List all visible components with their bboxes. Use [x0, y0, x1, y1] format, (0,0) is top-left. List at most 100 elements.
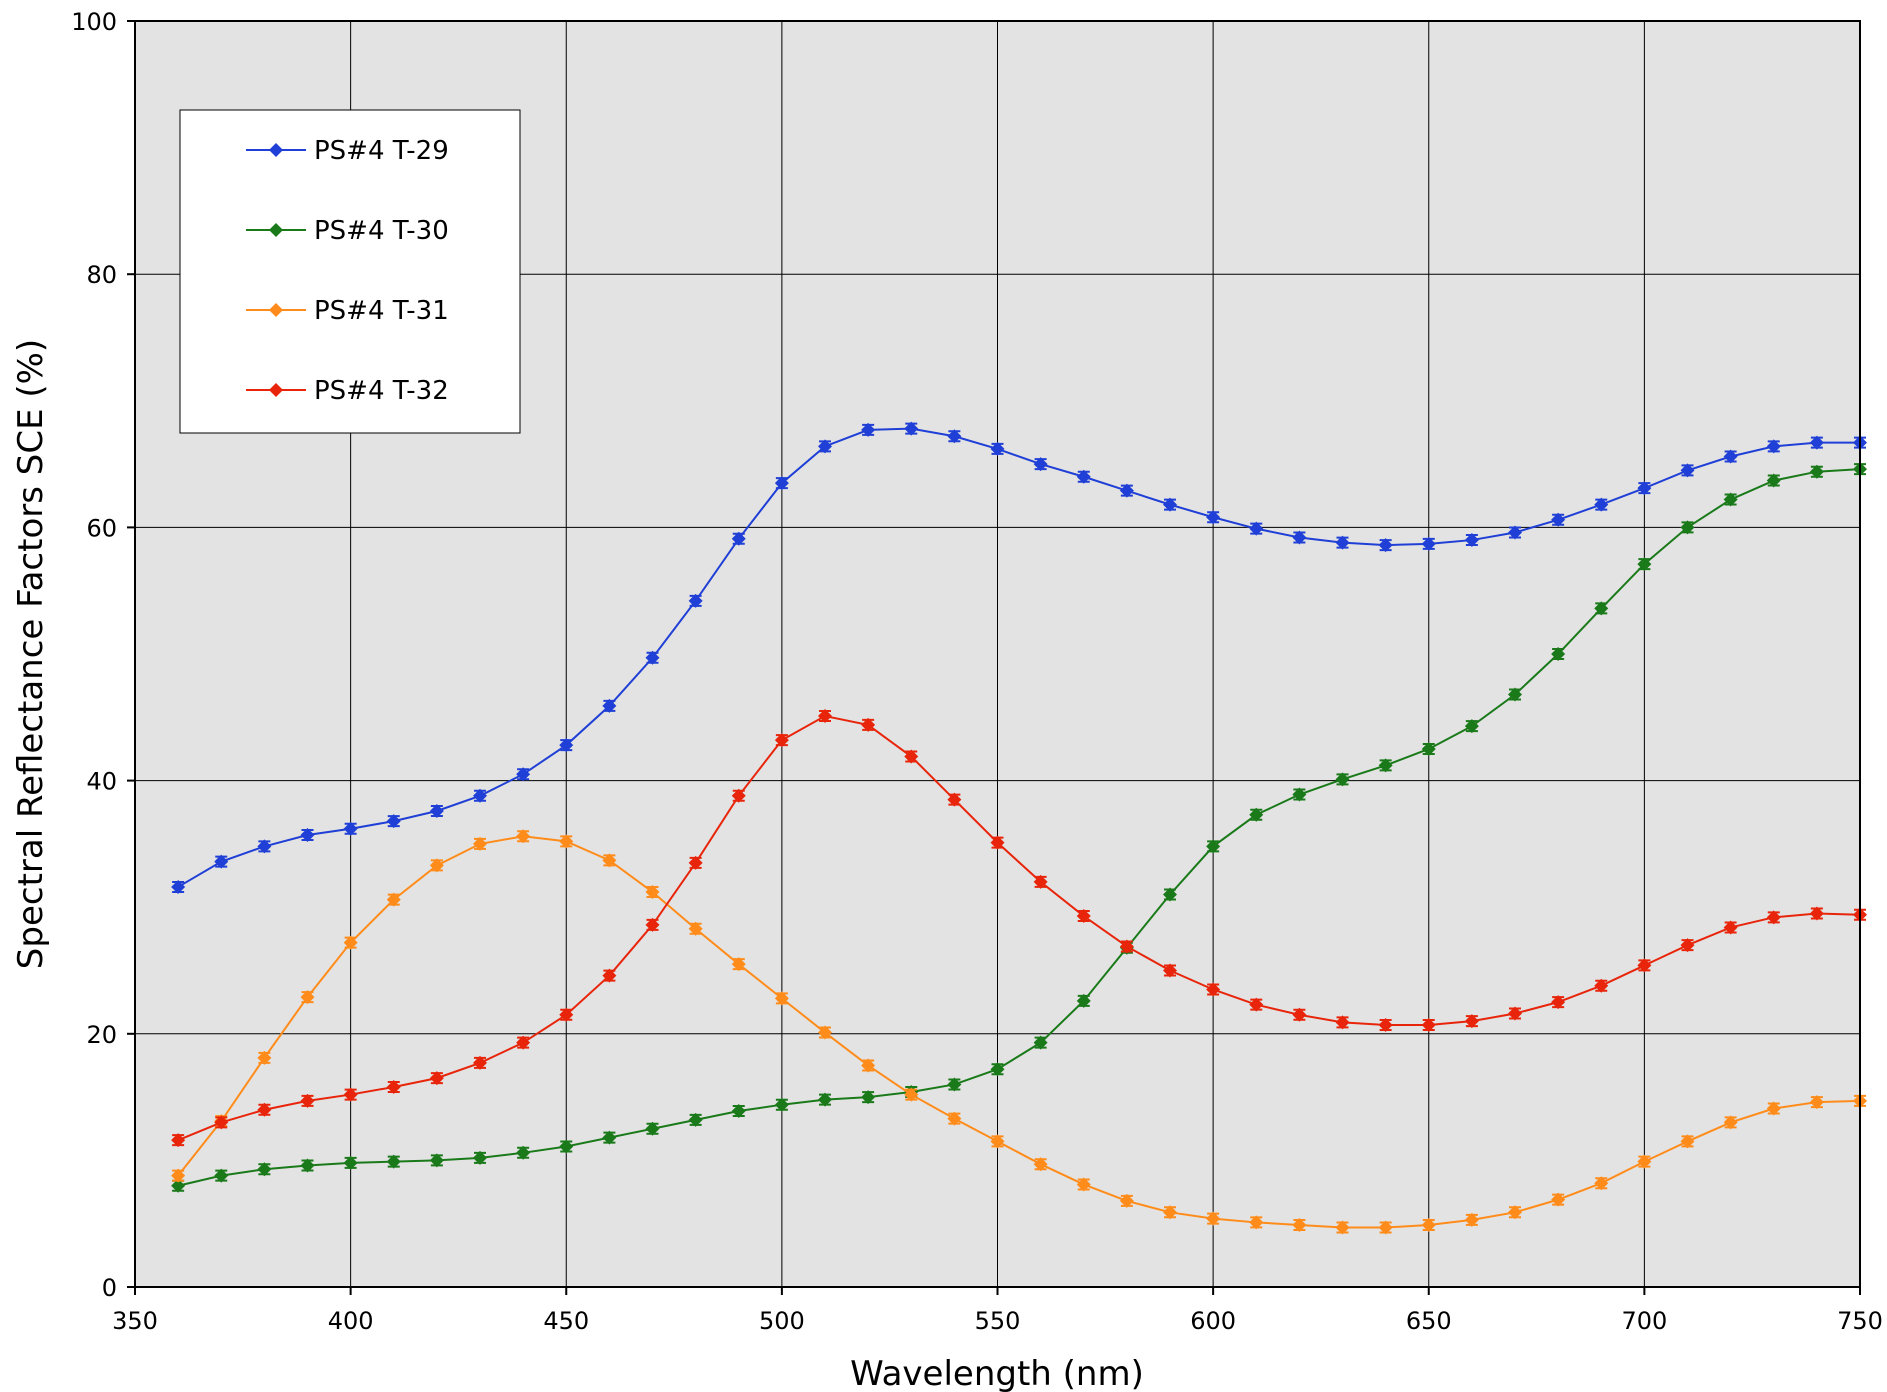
data-point [1249, 521, 1264, 536]
series-2 [171, 462, 1867, 1193]
data-point [559, 834, 574, 849]
data-point [1637, 557, 1652, 572]
data-point [516, 829, 531, 844]
x-tick-label: 750 [1837, 1307, 1883, 1335]
data-point [1119, 1193, 1134, 1208]
series-1 [171, 421, 1867, 894]
data-point [214, 854, 229, 869]
data-point [774, 991, 789, 1006]
data-point [171, 879, 186, 894]
data-point [1206, 982, 1221, 997]
data-point [473, 1055, 487, 1070]
legend-label: PS#4 T-30 [314, 216, 449, 246]
data-point [214, 1168, 229, 1183]
data-point [861, 1058, 876, 1073]
x-tick-label: 500 [759, 1307, 805, 1335]
series-line [177, 427, 1860, 888]
data-point [1464, 1212, 1479, 1227]
series-line [177, 468, 1861, 1187]
data-point [257, 1050, 272, 1065]
data-point [1119, 939, 1134, 954]
data-point [818, 709, 832, 724]
data-point [1335, 535, 1350, 550]
data-point [1680, 1134, 1695, 1149]
data-point [1637, 1154, 1652, 1169]
data-point [1508, 687, 1522, 702]
data-point [1464, 1014, 1479, 1029]
data-point [473, 788, 487, 803]
data-point [861, 717, 876, 732]
data-point [1766, 1101, 1781, 1116]
data-point [1680, 463, 1695, 478]
data-point [1551, 1192, 1566, 1207]
legend-item: PS#4 T-32 [246, 376, 449, 406]
data-point [1076, 993, 1091, 1008]
data-point [386, 1154, 401, 1169]
data-point [1637, 481, 1652, 496]
y-tick-label: 20 [86, 1021, 117, 1049]
data-point [516, 1145, 531, 1160]
data-point [1378, 758, 1393, 773]
data-point [343, 935, 358, 950]
legend-label: PS#4 T-31 [314, 296, 449, 326]
x-tick-label: 600 [1190, 1307, 1236, 1335]
data-point [1292, 787, 1307, 802]
data-point [1076, 909, 1091, 924]
data-point [1249, 997, 1264, 1012]
data-point [1033, 874, 1048, 889]
data-point [1809, 1095, 1824, 1110]
data-point [688, 593, 703, 608]
data-point [1076, 1177, 1091, 1192]
data-point [257, 1102, 272, 1117]
data-point [947, 792, 962, 807]
data-point [1723, 449, 1738, 464]
data-point [1119, 483, 1134, 498]
data-point [1163, 887, 1177, 902]
data-point [516, 767, 531, 782]
x-tick-label: 400 [328, 1307, 374, 1335]
data-point [688, 855, 703, 870]
data-point [774, 733, 789, 748]
data-point [429, 803, 444, 818]
data-point [731, 788, 746, 803]
x-tick-label: 700 [1621, 1307, 1667, 1335]
data-point [1637, 958, 1652, 973]
data-point [1551, 512, 1566, 527]
data-point [774, 1097, 789, 1112]
x-tick-label: 450 [543, 1307, 589, 1335]
data-point [1809, 906, 1824, 921]
series-layer [171, 421, 1867, 1235]
data-point [386, 814, 401, 829]
data-point [602, 968, 617, 983]
data-point [386, 1079, 401, 1094]
data-point [1508, 525, 1522, 540]
x-tick-label: 550 [975, 1307, 1021, 1335]
data-point [473, 836, 487, 851]
data-point [1335, 1220, 1350, 1235]
data-point [645, 885, 660, 900]
data-point [1249, 1215, 1264, 1230]
data-point [343, 1155, 358, 1170]
data-point [645, 1121, 660, 1136]
data-point [1551, 995, 1566, 1010]
data-point [1335, 772, 1350, 787]
legend-label: PS#4 T-29 [314, 136, 449, 166]
data-point [429, 1153, 444, 1168]
data-point [861, 422, 876, 437]
data-point [1809, 464, 1824, 479]
legend-marker [269, 303, 283, 317]
data-point [904, 749, 919, 764]
data-point [947, 429, 962, 444]
series-line [177, 835, 1861, 1229]
x-tick-label: 350 [112, 1307, 158, 1335]
data-point [257, 1162, 272, 1177]
data-point [602, 1130, 617, 1145]
data-point [343, 821, 358, 836]
data-point [904, 1087, 919, 1102]
data-point [990, 1062, 1005, 1077]
y-tick-label: 100 [71, 8, 117, 36]
data-point [300, 828, 315, 843]
data-point [1206, 510, 1221, 525]
data-point [990, 1134, 1005, 1149]
data-point [990, 441, 1005, 456]
